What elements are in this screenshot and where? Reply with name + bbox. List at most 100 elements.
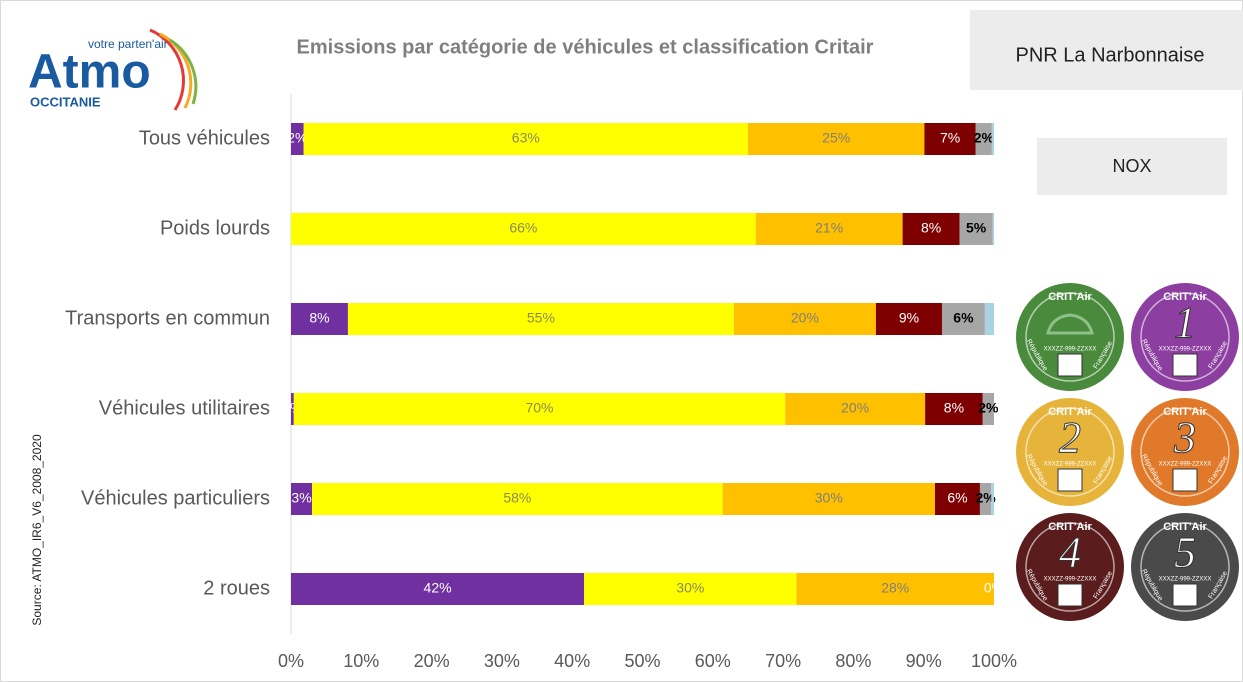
value-label: 2% bbox=[974, 130, 995, 146]
bar-segment bbox=[924, 123, 976, 155]
badge-number: 2 bbox=[1059, 413, 1081, 462]
x-tick-label: 70% bbox=[765, 651, 801, 671]
bar-segment bbox=[312, 483, 723, 515]
value-label: 30% bbox=[676, 580, 704, 596]
y-tick-label: Tous véhicules bbox=[139, 127, 270, 149]
bar-segment bbox=[291, 213, 756, 245]
value-label: 30% bbox=[815, 490, 843, 506]
badge-inner bbox=[1140, 522, 1230, 612]
chart-title: Emissions par catégorie de véhicules et … bbox=[297, 36, 874, 58]
value-label: 25% bbox=[822, 130, 850, 146]
bar-segment bbox=[291, 573, 585, 605]
bar-segment bbox=[291, 123, 304, 155]
pollutant-label: NOX bbox=[1112, 156, 1151, 176]
badge-qr bbox=[1057, 353, 1083, 377]
bar-segment bbox=[347, 303, 734, 335]
bar-segment bbox=[982, 393, 994, 425]
logo-arc bbox=[169, 38, 198, 105]
bar-segment bbox=[733, 303, 876, 335]
badge-qr bbox=[1172, 353, 1198, 377]
badge-inner bbox=[1140, 407, 1230, 497]
value-label: 70% bbox=[525, 400, 553, 416]
badge-qr bbox=[1172, 583, 1198, 607]
value-label: 6% bbox=[953, 310, 974, 326]
value-label: 66% bbox=[509, 220, 537, 236]
value-label: 2% bbox=[975, 490, 996, 506]
bar-segment bbox=[584, 573, 797, 605]
value-label: 55% bbox=[527, 310, 555, 326]
bar-segment bbox=[291, 393, 294, 425]
y-tick-label: Véhicules particuliers bbox=[81, 487, 270, 509]
logo-tagline: votre parten'air bbox=[88, 37, 168, 51]
badge-plate: XXXZZ-999-ZZXXX bbox=[1044, 577, 1097, 583]
bar-segment bbox=[984, 303, 994, 335]
bar-segment bbox=[991, 123, 994, 155]
value-label: 8% bbox=[944, 400, 964, 416]
bar-segment bbox=[303, 123, 748, 155]
badge-plate: XXXZZ-999-ZZXXX bbox=[1159, 347, 1212, 353]
badge-plate: XXXZZ-999-ZZXXX bbox=[1044, 347, 1097, 353]
value-label: 0% bbox=[984, 580, 1004, 596]
bar-segment bbox=[747, 123, 925, 155]
value-label: 2% bbox=[287, 130, 307, 146]
value-label: 20% bbox=[841, 400, 869, 416]
value-label: 63% bbox=[512, 130, 540, 146]
badge-plate: XXXZZ-999-ZZXXX bbox=[1159, 462, 1212, 468]
y-tick-label: 2 roues bbox=[203, 577, 270, 599]
badge-car bbox=[1046, 313, 1094, 335]
bar-segment bbox=[722, 483, 935, 515]
value-label: 6% bbox=[947, 490, 967, 506]
badge-inner bbox=[1025, 292, 1115, 382]
badge-qr bbox=[1057, 583, 1083, 607]
value-label: 58% bbox=[503, 490, 531, 506]
bar-segment bbox=[959, 213, 993, 245]
logo-region: OCCITANIE bbox=[30, 94, 101, 109]
bar-segment bbox=[785, 393, 926, 425]
value-label: 2% bbox=[978, 400, 999, 416]
badge-qr bbox=[1057, 468, 1083, 492]
x-tick-label: 10% bbox=[343, 651, 379, 671]
x-tick-label: 100% bbox=[971, 651, 1017, 671]
badge-number: 1 bbox=[1174, 298, 1196, 347]
y-tick-label: Poids lourds bbox=[160, 217, 270, 239]
badge bbox=[1129, 511, 1241, 623]
badge-title: CRIT'Air bbox=[1048, 521, 1092, 533]
badge bbox=[1014, 396, 1126, 508]
value-label: 8% bbox=[921, 220, 941, 236]
badge-plate: XXXZZ-999-ZZXXX bbox=[1159, 577, 1212, 583]
badge-number: 3 bbox=[1173, 413, 1196, 462]
logo-name: Atmo bbox=[28, 46, 151, 99]
bar-segment bbox=[975, 123, 992, 155]
value-label: 3% bbox=[291, 490, 311, 506]
x-tick-label: 40% bbox=[554, 651, 590, 671]
value-label: 7% bbox=[940, 130, 960, 146]
y-tick-label: Transports en commun bbox=[65, 307, 270, 329]
value-label: 5% bbox=[966, 220, 987, 236]
bar-segment bbox=[925, 393, 983, 425]
bar-segment bbox=[755, 213, 903, 245]
x-tick-label: 30% bbox=[484, 651, 520, 671]
badge-qr bbox=[1172, 468, 1198, 492]
bar-segment bbox=[934, 483, 980, 515]
x-tick-label: 20% bbox=[414, 651, 450, 671]
badge-inner bbox=[1025, 407, 1115, 497]
badge bbox=[1014, 281, 1126, 393]
x-tick-label: 50% bbox=[624, 651, 660, 671]
value-label: 42% bbox=[424, 580, 452, 596]
value-label: 9% bbox=[899, 310, 919, 326]
badge-inner bbox=[1140, 292, 1230, 382]
bar-segment bbox=[291, 303, 348, 335]
bar-segment bbox=[293, 393, 786, 425]
zone-box bbox=[970, 10, 1243, 90]
value-label: 21% bbox=[815, 220, 843, 236]
bar-segment bbox=[902, 213, 960, 245]
bar-segment bbox=[979, 483, 992, 515]
value-label: 28% bbox=[881, 580, 909, 596]
badge-plate: XXXZZ-999-ZZXXX bbox=[1044, 462, 1097, 468]
badge-number: 4 bbox=[1059, 528, 1081, 577]
value-label: 8% bbox=[309, 310, 329, 326]
x-tick-label: 60% bbox=[695, 651, 731, 671]
bar-segment bbox=[992, 213, 994, 245]
logo: votre parten'air Atmo OCCITANIE bbox=[28, 28, 198, 111]
